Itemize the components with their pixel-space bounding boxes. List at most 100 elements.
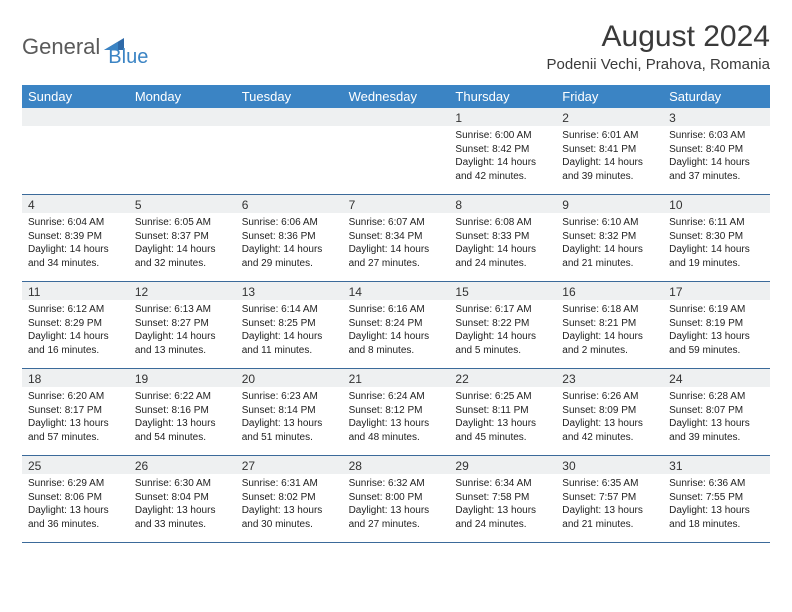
day-number: 29 <box>449 456 556 474</box>
sunset-text: Sunset: 8:06 PM <box>28 491 123 505</box>
sunset-text: Sunset: 7:58 PM <box>455 491 550 505</box>
week-row: 25Sunrise: 6:29 AMSunset: 8:06 PMDayligh… <box>22 456 770 543</box>
cell-body: Sunrise: 6:06 AMSunset: 8:36 PMDaylight:… <box>236 213 343 274</box>
day-number: 20 <box>236 369 343 387</box>
sunset-text: Sunset: 8:07 PM <box>669 404 764 418</box>
daylight-text: Daylight: 14 hours and 24 minutes. <box>455 243 550 270</box>
sunset-text: Sunset: 8:22 PM <box>455 317 550 331</box>
daylight-text: Daylight: 13 hours and 36 minutes. <box>28 504 123 531</box>
calendar-cell: 9 Sunrise: 6:10 AMSunset: 8:32 PMDaylight… <box>556 195 663 281</box>
sunrise-text: Sunrise: 6:35 AM <box>562 477 657 491</box>
daylight-text: Daylight: 14 hours and 42 minutes. <box>455 156 550 183</box>
daylight-text: Daylight: 14 hours and 34 minutes. <box>28 243 123 270</box>
sunrise-text: Sunrise: 6:18 AM <box>562 303 657 317</box>
day-number <box>129 108 236 126</box>
day-number: 17 <box>663 282 770 300</box>
location: Podenii Vechi, Prahova, Romania <box>547 56 770 73</box>
cell-body: Sunrise: 6:14 AMSunset: 8:25 PMDaylight:… <box>236 300 343 361</box>
daylight-text: Daylight: 14 hours and 29 minutes. <box>242 243 337 270</box>
calendar-cell: 10Sunrise: 6:11 AMSunset: 8:30 PMDayligh… <box>663 195 770 281</box>
calendar-cell: 14Sunrise: 6:16 AMSunset: 8:24 PMDayligh… <box>343 282 450 368</box>
weekday-sun: Sunday <box>22 85 129 108</box>
week-row: 4Sunrise: 6:04 AMSunset: 8:39 PMDaylight… <box>22 195 770 282</box>
sunset-text: Sunset: 8:02 PM <box>242 491 337 505</box>
day-number: 24 <box>663 369 770 387</box>
calendar-cell: 25Sunrise: 6:29 AMSunset: 8:06 PMDayligh… <box>22 456 129 542</box>
day-number: 9 <box>556 195 663 213</box>
daylight-text: Daylight: 14 hours and 8 minutes. <box>349 330 444 357</box>
calendar: Sunday Monday Tuesday Wednesday Thursday… <box>22 85 770 543</box>
sunset-text: Sunset: 8:12 PM <box>349 404 444 418</box>
cell-body: Sunrise: 6:08 AMSunset: 8:33 PMDaylight:… <box>449 213 556 274</box>
sunrise-text: Sunrise: 6:03 AM <box>669 129 764 143</box>
daylight-text: Daylight: 14 hours and 16 minutes. <box>28 330 123 357</box>
calendar-cell: 24Sunrise: 6:28 AMSunset: 8:07 PMDayligh… <box>663 369 770 455</box>
calendar-cell: 27Sunrise: 6:31 AMSunset: 8:02 PMDayligh… <box>236 456 343 542</box>
sunset-text: Sunset: 8:40 PM <box>669 143 764 157</box>
calendar-cell: 20Sunrise: 6:23 AMSunset: 8:14 PMDayligh… <box>236 369 343 455</box>
calendar-cell <box>236 108 343 194</box>
calendar-cell <box>129 108 236 194</box>
calendar-cell: 30Sunrise: 6:35 AMSunset: 7:57 PMDayligh… <box>556 456 663 542</box>
cell-body: Sunrise: 6:22 AMSunset: 8:16 PMDaylight:… <box>129 387 236 448</box>
sunset-text: Sunset: 8:11 PM <box>455 404 550 418</box>
cell-body: Sunrise: 6:28 AMSunset: 8:07 PMDaylight:… <box>663 387 770 448</box>
day-number: 4 <box>22 195 129 213</box>
daylight-text: Daylight: 13 hours and 45 minutes. <box>455 417 550 444</box>
daylight-text: Daylight: 14 hours and 21 minutes. <box>562 243 657 270</box>
sunset-text: Sunset: 8:36 PM <box>242 230 337 244</box>
sunrise-text: Sunrise: 6:22 AM <box>135 390 230 404</box>
calendar-cell: 1Sunrise: 6:00 AMSunset: 8:42 PMDaylight… <box>449 108 556 194</box>
cell-body: Sunrise: 6:23 AMSunset: 8:14 PMDaylight:… <box>236 387 343 448</box>
cell-body: Sunrise: 6:00 AMSunset: 8:42 PMDaylight:… <box>449 126 556 187</box>
daylight-text: Daylight: 14 hours and 11 minutes. <box>242 330 337 357</box>
daylight-text: Daylight: 13 hours and 48 minutes. <box>349 417 444 444</box>
sunrise-text: Sunrise: 6:10 AM <box>562 216 657 230</box>
calendar-cell: 23Sunrise: 6:26 AMSunset: 8:09 PMDayligh… <box>556 369 663 455</box>
sunrise-text: Sunrise: 6:34 AM <box>455 477 550 491</box>
logo-text-blue: Blue <box>108 46 148 69</box>
sunset-text: Sunset: 8:37 PM <box>135 230 230 244</box>
sunset-text: Sunset: 8:19 PM <box>669 317 764 331</box>
day-number: 5 <box>129 195 236 213</box>
calendar-cell: 11Sunrise: 6:12 AMSunset: 8:29 PMDayligh… <box>22 282 129 368</box>
daylight-text: Daylight: 13 hours and 21 minutes. <box>562 504 657 531</box>
sunrise-text: Sunrise: 6:00 AM <box>455 129 550 143</box>
sunset-text: Sunset: 8:39 PM <box>28 230 123 244</box>
daylight-text: Daylight: 13 hours and 51 minutes. <box>242 417 337 444</box>
day-number: 19 <box>129 369 236 387</box>
week-row: 18Sunrise: 6:20 AMSunset: 8:17 PMDayligh… <box>22 369 770 456</box>
calendar-cell: 15Sunrise: 6:17 AMSunset: 8:22 PMDayligh… <box>449 282 556 368</box>
weekday-mon: Monday <box>129 85 236 108</box>
sunset-text: Sunset: 8:29 PM <box>28 317 123 331</box>
cell-body: Sunrise: 6:12 AMSunset: 8:29 PMDaylight:… <box>22 300 129 361</box>
sunrise-text: Sunrise: 6:24 AM <box>349 390 444 404</box>
calendar-cell: 19Sunrise: 6:22 AMSunset: 8:16 PMDayligh… <box>129 369 236 455</box>
cell-body: Sunrise: 6:35 AMSunset: 7:57 PMDaylight:… <box>556 474 663 535</box>
day-number: 12 <box>129 282 236 300</box>
daylight-text: Daylight: 14 hours and 5 minutes. <box>455 330 550 357</box>
sunset-text: Sunset: 8:32 PM <box>562 230 657 244</box>
day-number: 11 <box>22 282 129 300</box>
daylight-text: Daylight: 14 hours and 13 minutes. <box>135 330 230 357</box>
day-number: 6 <box>236 195 343 213</box>
calendar-cell: 12Sunrise: 6:13 AMSunset: 8:27 PMDayligh… <box>129 282 236 368</box>
cell-body: Sunrise: 6:16 AMSunset: 8:24 PMDaylight:… <box>343 300 450 361</box>
sunset-text: Sunset: 7:57 PM <box>562 491 657 505</box>
sunrise-text: Sunrise: 6:16 AM <box>349 303 444 317</box>
daylight-text: Daylight: 14 hours and 37 minutes. <box>669 156 764 183</box>
cell-body: Sunrise: 6:19 AMSunset: 8:19 PMDaylight:… <box>663 300 770 361</box>
day-number: 25 <box>22 456 129 474</box>
cell-body: Sunrise: 6:20 AMSunset: 8:17 PMDaylight:… <box>22 387 129 448</box>
day-number <box>22 108 129 126</box>
day-number: 31 <box>663 456 770 474</box>
sunrise-text: Sunrise: 6:06 AM <box>242 216 337 230</box>
day-number: 18 <box>22 369 129 387</box>
header: General Blue August 2024 Podenii Vechi, … <box>22 20 770 73</box>
cell-body <box>22 126 129 133</box>
day-number: 15 <box>449 282 556 300</box>
calendar-cell: 26Sunrise: 6:30 AMSunset: 8:04 PMDayligh… <box>129 456 236 542</box>
sunset-text: Sunset: 8:34 PM <box>349 230 444 244</box>
day-number: 7 <box>343 195 450 213</box>
calendar-cell: 18Sunrise: 6:20 AMSunset: 8:17 PMDayligh… <box>22 369 129 455</box>
